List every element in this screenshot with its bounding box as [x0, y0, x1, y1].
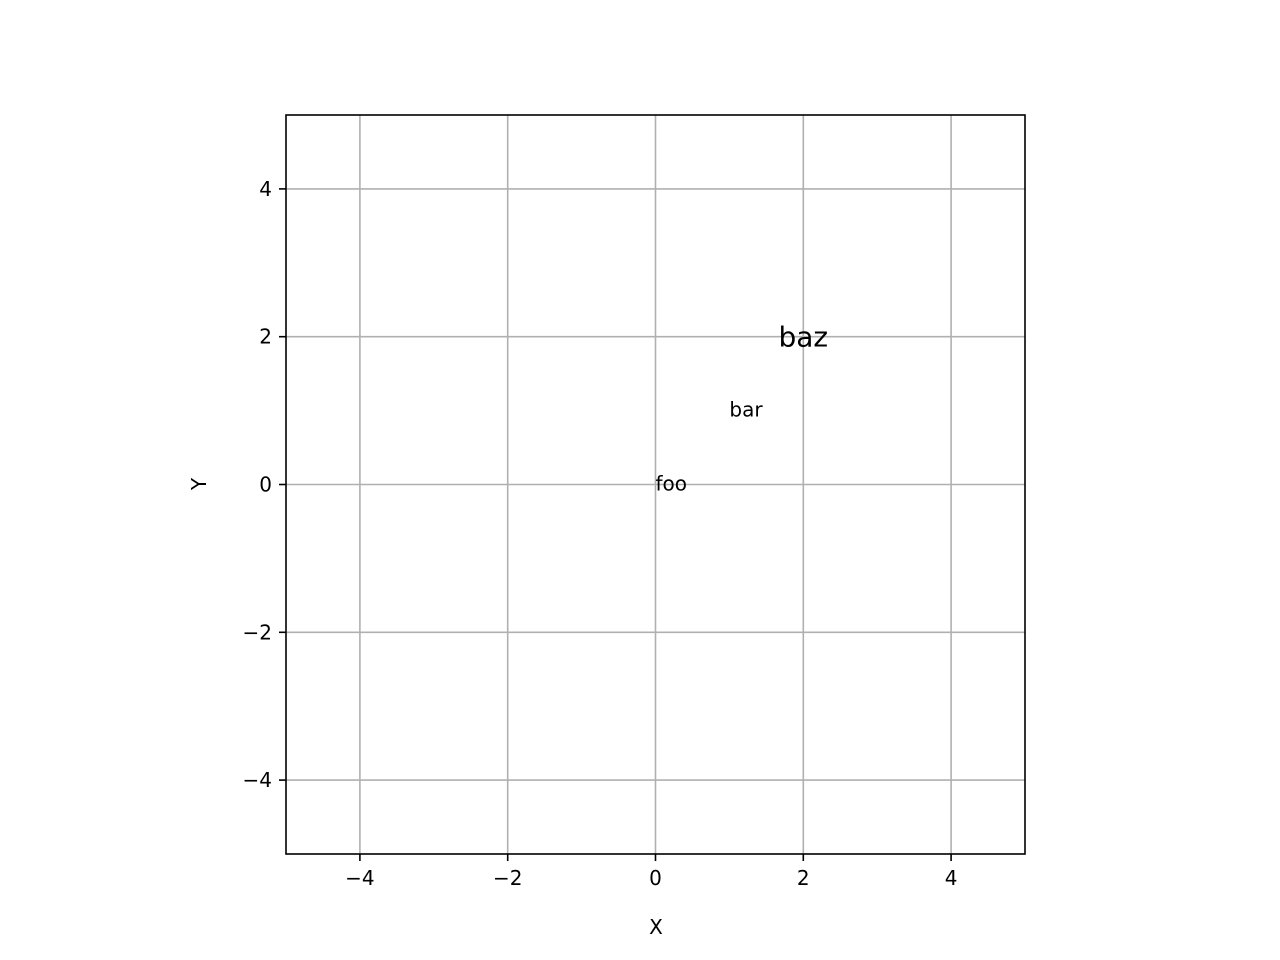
annotation-baz: baz [778, 321, 828, 354]
x-tick-label: 2 [797, 866, 810, 890]
grid-lines [286, 115, 1025, 854]
tick-labels: −4 −2 0 2 4 −4 −2 0 2 4 [243, 177, 958, 890]
annotation-bar: bar [729, 398, 763, 422]
y-axis-label: Y [187, 477, 211, 491]
y-tick-label: −2 [243, 620, 272, 644]
y-tick-label: 0 [259, 473, 272, 497]
tick-marks [279, 188, 952, 861]
x-axis-label: X [649, 915, 663, 939]
x-tick-label: −4 [345, 866, 374, 890]
annotation-foo: foo [656, 472, 688, 496]
x-tick-label: 4 [945, 866, 958, 890]
y-tick-label: −4 [243, 768, 272, 792]
plot-frame [285, 114, 1026, 855]
annotations: foo bar baz [656, 321, 829, 496]
x-tick-label: −2 [493, 866, 522, 890]
y-tick-label: 4 [259, 177, 272, 201]
x-tick-label: 0 [649, 866, 662, 890]
y-tick-label: 2 [259, 325, 272, 349]
